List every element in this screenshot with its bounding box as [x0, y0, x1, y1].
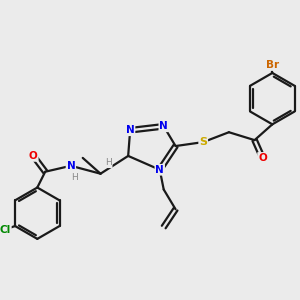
- Text: H: H: [71, 173, 78, 182]
- Text: O: O: [258, 153, 267, 163]
- Text: N: N: [67, 161, 75, 171]
- Text: Br: Br: [266, 60, 279, 70]
- Text: O: O: [29, 151, 38, 161]
- Text: H: H: [105, 158, 112, 167]
- Text: S: S: [199, 137, 207, 147]
- Text: Cl: Cl: [0, 225, 11, 235]
- Text: N: N: [155, 165, 164, 175]
- Text: N: N: [159, 121, 168, 131]
- Text: N: N: [126, 125, 134, 135]
